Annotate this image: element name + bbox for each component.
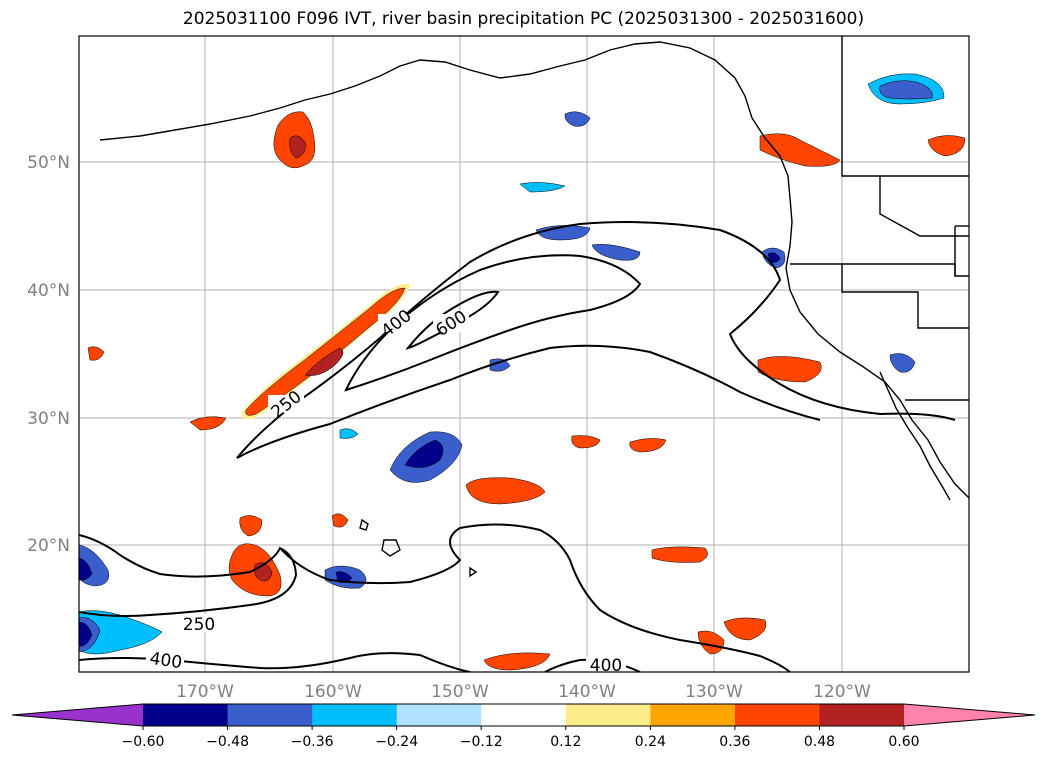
- colorbar-tick-label: −0.36: [291, 734, 334, 750]
- precip-blob: [79, 621, 93, 647]
- colorbar-tick-label: −0.60: [122, 734, 165, 750]
- precip-blob: [651, 546, 708, 563]
- lon-label: 150°W: [431, 682, 489, 702]
- precip-blob: [465, 477, 546, 505]
- precip-blob: [404, 439, 444, 468]
- colorbar-swatch: [312, 704, 398, 726]
- lon-label: 160°W: [304, 682, 362, 702]
- precip-blob: [304, 347, 344, 376]
- precip-blob: [87, 346, 105, 361]
- contour-250-south-2: [279, 523, 791, 672]
- precip-blob: [767, 252, 781, 263]
- lat-label: 50°N: [27, 153, 70, 173]
- precip-blob: [759, 133, 841, 167]
- precip-blob: [189, 416, 227, 431]
- colorbar-extend-low: [12, 704, 143, 726]
- lon-labels: 170°W 160°W 150°W 140°W 130°W 120°W: [176, 682, 871, 702]
- precip-blob: [289, 135, 306, 159]
- colorbar-tick-label: −0.24: [375, 734, 418, 750]
- map-frame: [78, 35, 970, 673]
- contour-label: 400: [148, 649, 183, 673]
- precip-blob: [879, 80, 933, 100]
- precip-blob: [723, 617, 767, 641]
- precip-blob: [571, 435, 601, 449]
- colorbar-swatch: [565, 704, 651, 726]
- precip-blob: [239, 515, 263, 537]
- contour-label: 400: [590, 656, 622, 676]
- lat-label: 20°N: [27, 536, 70, 556]
- colorbar-extend-high: [904, 704, 1035, 726]
- precip-blob: [483, 652, 551, 671]
- lon-label: 120°W: [813, 682, 871, 702]
- precip-blob: [331, 513, 349, 528]
- contour-label: 250: [183, 615, 215, 635]
- colorbar-swatch: [650, 704, 736, 726]
- contour-600: [405, 290, 500, 350]
- precip-blob: [79, 557, 93, 581]
- colorbar-swatch: [481, 704, 567, 726]
- ivt-contours: [79, 221, 956, 672]
- lat-labels: 50°N 40°N 30°N 20°N: [27, 153, 70, 556]
- precip-blob: [591, 244, 641, 261]
- precip-blob: [564, 111, 591, 127]
- colorbar-tick-label: 0.12: [550, 734, 581, 750]
- colorbar-tick-label: 0.36: [719, 734, 750, 750]
- colorbar-swatch: [227, 704, 313, 726]
- precip-blob: [927, 135, 966, 157]
- colorbar-tick-label: 0.48: [804, 734, 835, 750]
- precip-blob: [519, 182, 566, 193]
- colorbar-swatch: [143, 704, 229, 726]
- precip-blob: [245, 287, 406, 416]
- precip-blob: [339, 428, 359, 439]
- precip-blob: [79, 610, 163, 655]
- contour-250-inner: [236, 344, 821, 459]
- lon-label: 130°W: [685, 682, 743, 702]
- precip-blob: [889, 353, 916, 373]
- precip-blob: [629, 438, 667, 453]
- colorbar-tick-label: −0.48: [206, 734, 249, 750]
- precip-blobs: [79, 73, 966, 671]
- colorbar-swatch: [819, 704, 905, 726]
- precip-blob: [757, 356, 822, 383]
- colorbar: −0.60 −0.48 −0.36 −0.24 −0.12 0.12 0.24 0.36 0.4…: [11, 703, 1036, 750]
- contour-400: [344, 254, 642, 392]
- lat-label: 30°N: [27, 409, 70, 429]
- chart-title: 2025031100 F096 IVT, river basin precipi…: [182, 9, 865, 29]
- colorbar-tick-label: 0.24: [635, 734, 666, 750]
- contour-250: [236, 221, 956, 459]
- lon-label: 170°W: [176, 682, 234, 702]
- lon-label: 140°W: [558, 682, 616, 702]
- colorbar-tick-label: −0.12: [460, 734, 503, 750]
- precip-blob: [489, 358, 511, 372]
- colorbar-swatch: [396, 704, 482, 726]
- lat-label: 40°N: [27, 281, 70, 301]
- coastlines: [99, 36, 969, 578]
- precip-blob: [335, 571, 353, 583]
- colorbar-swatch: [734, 704, 820, 726]
- colorbar-tick-label: 0.60: [888, 734, 919, 750]
